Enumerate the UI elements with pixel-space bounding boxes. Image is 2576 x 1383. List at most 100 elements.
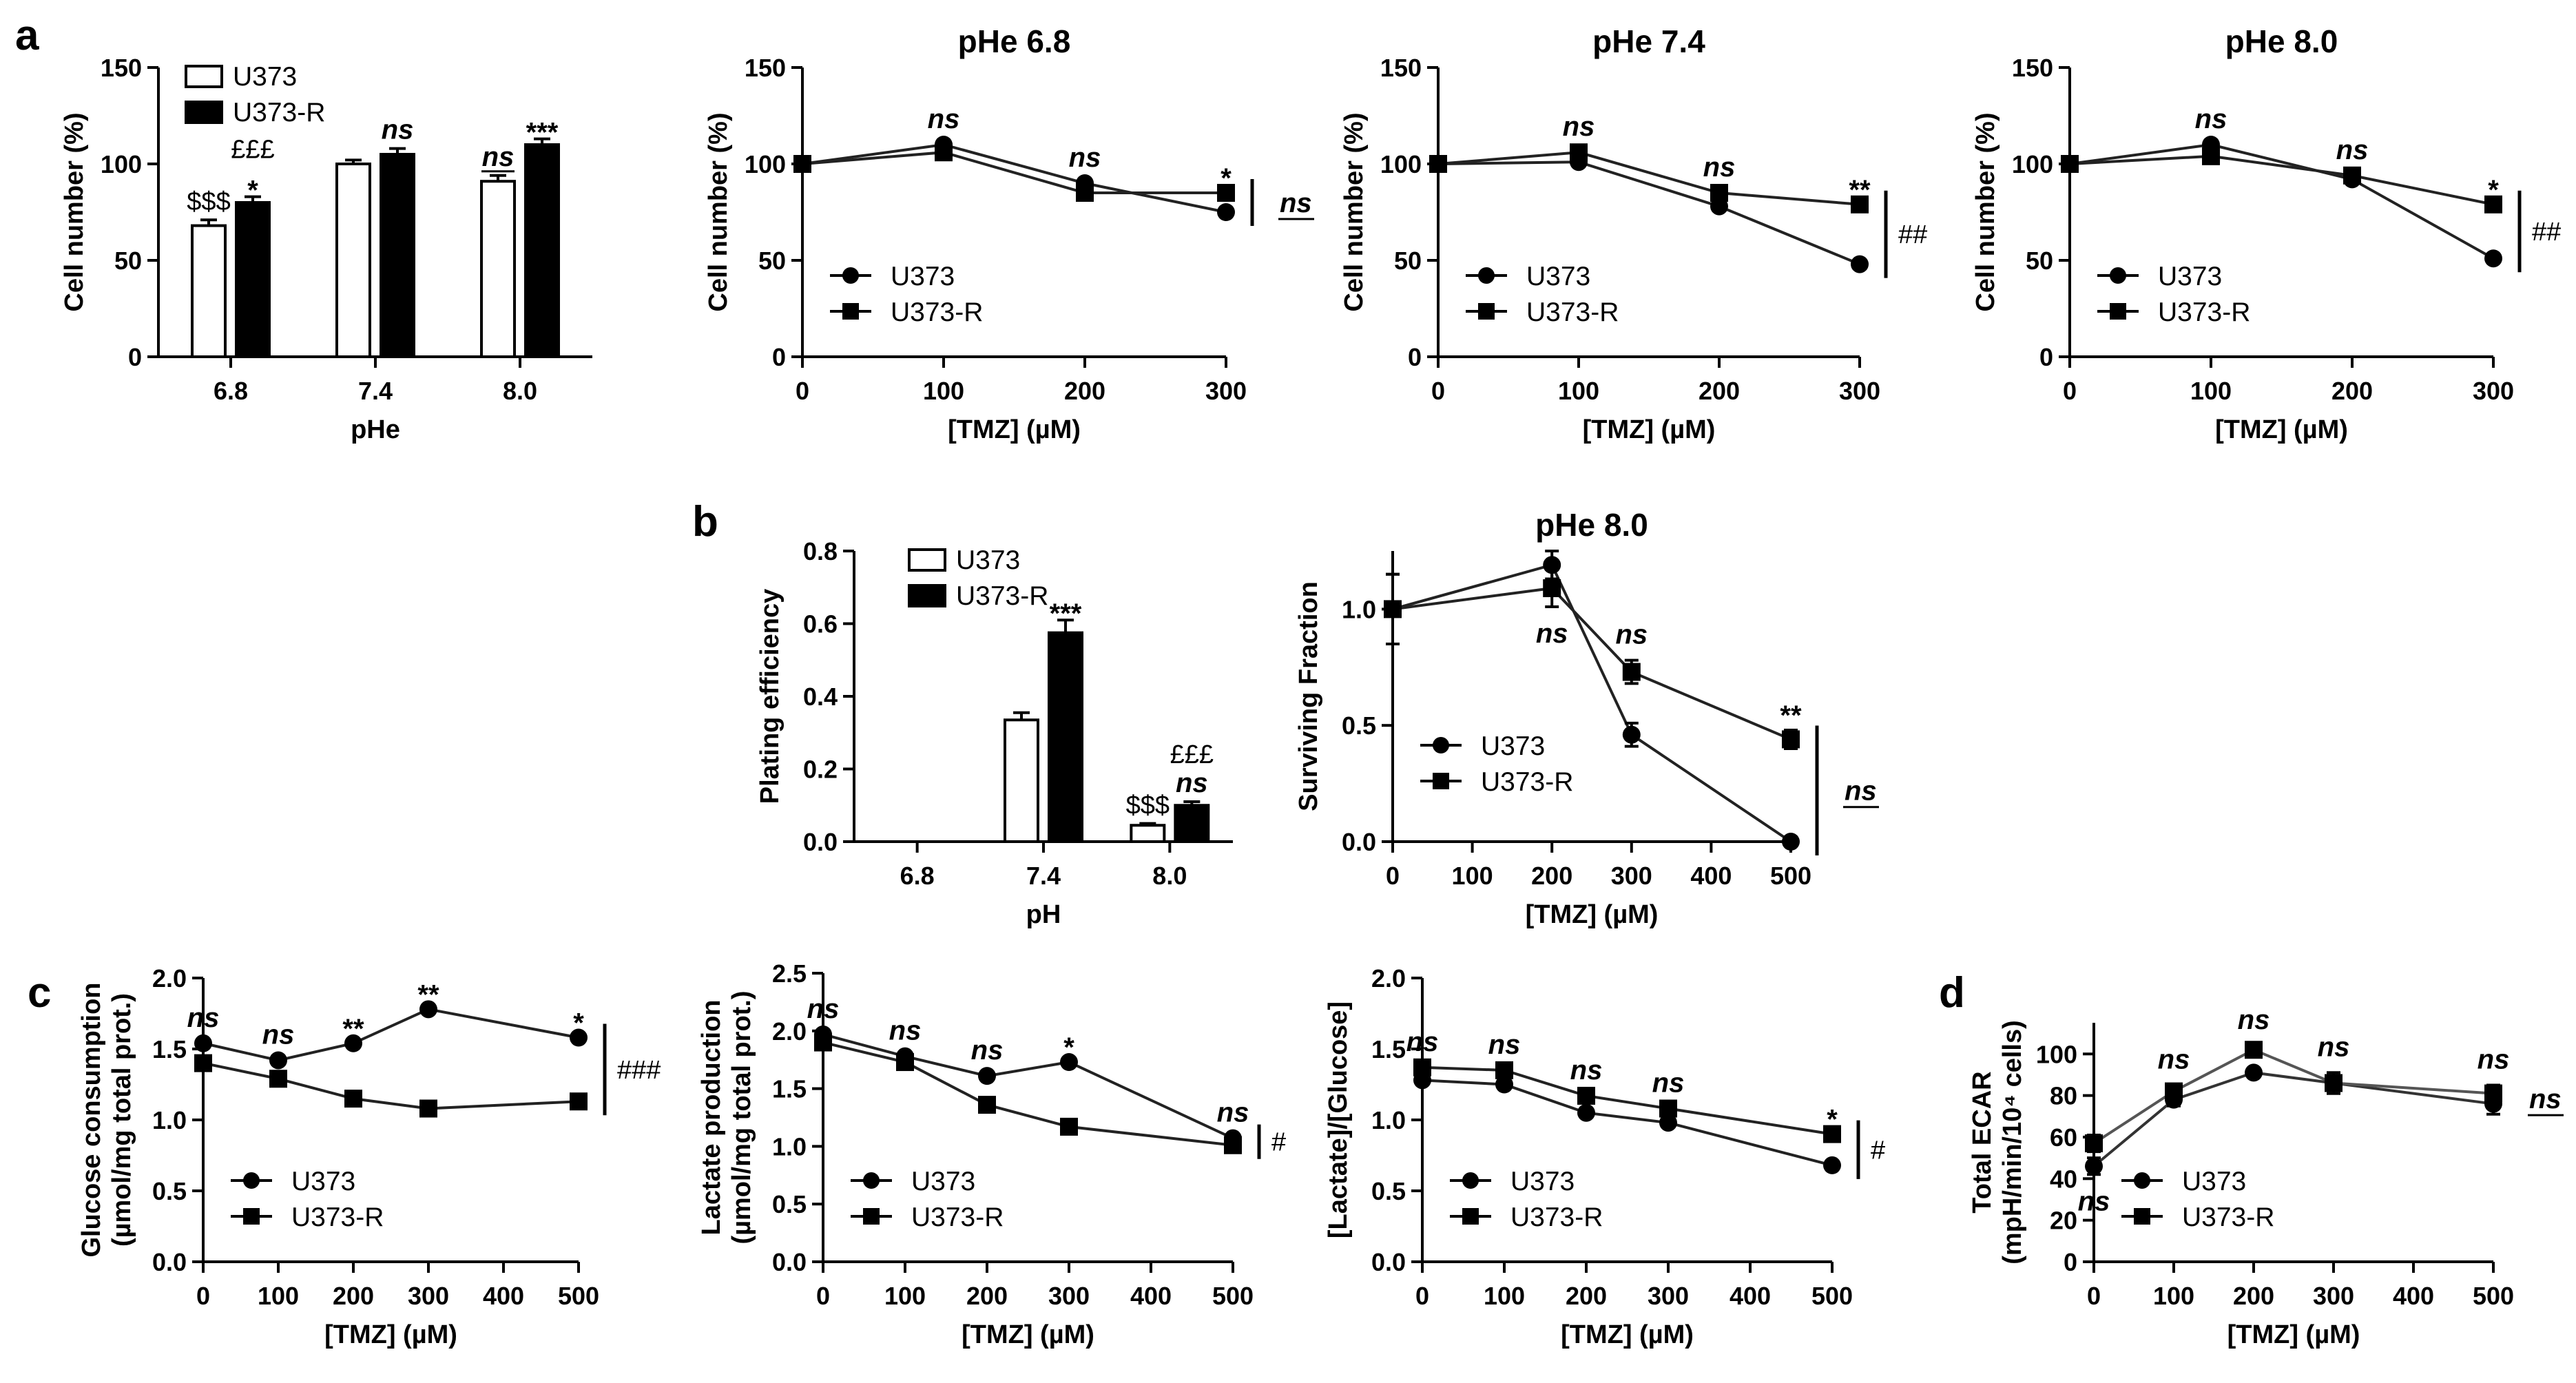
x-tick-label: 300 [408,1282,449,1310]
data-point-square [1823,1125,1841,1143]
x-tick-label: 300 [1048,1282,1090,1310]
data-point-square [1224,1136,1242,1154]
bar-u373-r [1048,631,1083,843]
x-tick-label: 400 [483,1282,524,1310]
x-tick-label: 0 [1386,862,1400,890]
x-tick-label: 0 [1431,377,1445,405]
data-point-square [2061,155,2079,173]
data-point-square [1782,730,1800,749]
data-point-square [1659,1099,1677,1118]
y-tick-label: 0.0 [803,828,838,856]
y-axis-label: Cell number (%) [1971,112,2000,311]
legend-marker-circle [2110,267,2126,284]
significance-label: ns [1570,1055,1603,1085]
significance-label: * [1221,163,1232,194]
significance-label: $$$ [1126,791,1170,820]
significance-label: ** [417,979,439,1010]
bar-u373 [1004,718,1039,843]
chart-title: pHe 8.0 [2225,23,2338,59]
significance-label: ns [1536,618,1568,649]
y-tick-label: 0 [772,343,786,371]
x-tick-label: 100 [923,377,964,405]
chart-c2: 0.0 0.5 1.0 1.5 2.0 2.5 Lactate production (µmo… [697,959,1286,1349]
legend-label: U373-R [891,298,983,327]
data-point-square [570,1092,588,1111]
y-tick-label: 0.0 [1342,828,1376,856]
legend-marker-circle [2134,1172,2150,1189]
data-point-square [2165,1082,2183,1101]
y-tick-label: 2.0 [152,964,187,992]
y-tick-label: 1.0 [772,1132,807,1161]
y-tick-label: 1.5 [772,1075,807,1103]
bar-u373 [335,163,371,358]
x-tick-label: 0 [1415,1282,1429,1310]
x-axis-label: [TMZ] (µM) [324,1320,457,1349]
legend-label: U373 [2182,1167,2246,1196]
x-tick-label: 300 [1205,377,1247,405]
data-point-circle [1622,725,1641,744]
data-point-square [2245,1041,2263,1059]
panel-letter-c: c [28,969,51,1017]
data-point-circle [1495,1075,1513,1094]
data-point-square [1577,1086,1595,1105]
y-tick-label: 150 [101,54,142,82]
data-point-square [2325,1074,2343,1092]
legend-label: U373-R [1481,767,1573,797]
bracket-significance-label: ns [2529,1084,2562,1114]
x-tick-label: 7.4 [1026,862,1061,890]
data-point-circle [1060,1053,1078,1072]
legend-label: U373-R [2182,1203,2274,1232]
x-tick-label: 100 [1452,862,1493,890]
legend-marker-square [2134,1208,2150,1225]
legend-label: U373 [233,62,297,92]
significance-label: ns [1703,152,1736,183]
significance-label: * [1063,1032,1074,1063]
data-point-square [814,1033,832,1052]
panel-letter-b: b [692,498,718,545]
x-tick-label: 300 [1611,862,1652,890]
x-tick-label: 6.8 [900,862,935,890]
y-tick-label: 0.5 [1371,1177,1406,1205]
significance-label: ns [2238,1005,2270,1035]
y-tick-label: 80 [2050,1082,2077,1110]
significance-label: £££ [231,136,274,165]
bar-u373 [191,224,227,358]
data-point-square [1570,143,1588,162]
significance-label: ** [1780,700,1802,731]
significance-label: ns [1615,620,1648,650]
legend-swatch [908,584,946,607]
legend-label: U373 [911,1167,975,1196]
y-tick-label: 2.0 [1371,964,1406,992]
y-axis-label: Cell number (%) [1340,112,1369,311]
chart-c3: 0.0 0.5 1.0 1.5 2.0 [Lactate]/[Glucose] 0 100 20… [1324,964,1885,1349]
legend-label: U373-R [1526,298,1619,327]
legend-label: U373-R [2158,298,2250,327]
x-tick-label: 200 [1531,862,1572,890]
legend-marker-square [1433,773,1449,789]
y-axis-label: Cell number (%) [704,112,733,311]
y-tick-label: 100 [2012,150,2053,178]
x-axis-label: [TMZ] (µM) [1561,1320,1694,1349]
x-tick-label: 100 [2190,377,2232,405]
x-tick-label: 400 [1690,862,1732,890]
data-point-square [1543,579,1561,598]
legend-swatch [185,65,223,88]
y-tick-label: 1.0 [152,1106,187,1134]
legend-marker-circle [1478,267,1495,284]
significance-label: ** [1849,175,1871,205]
significance-label: ns [1563,112,1595,142]
data-point-square [896,1053,914,1072]
significance-label: ** [342,1014,364,1044]
y-tick-label: 1.5 [1371,1035,1406,1063]
legend-label: U373-R [1510,1203,1603,1232]
y-tick-label: 0 [128,343,142,371]
legend-label: U373-R [911,1203,1004,1232]
legend-marker-square [243,1208,260,1225]
legend-marker-square [1462,1208,1479,1225]
significance-label: ns [2078,1186,2110,1216]
data-point-square [1076,184,1094,202]
legend-label: U373 [2158,262,2222,291]
x-tick-label: 100 [1484,1282,1525,1310]
x-tick-label: 200 [333,1282,374,1310]
bar-u373-r [380,153,415,358]
